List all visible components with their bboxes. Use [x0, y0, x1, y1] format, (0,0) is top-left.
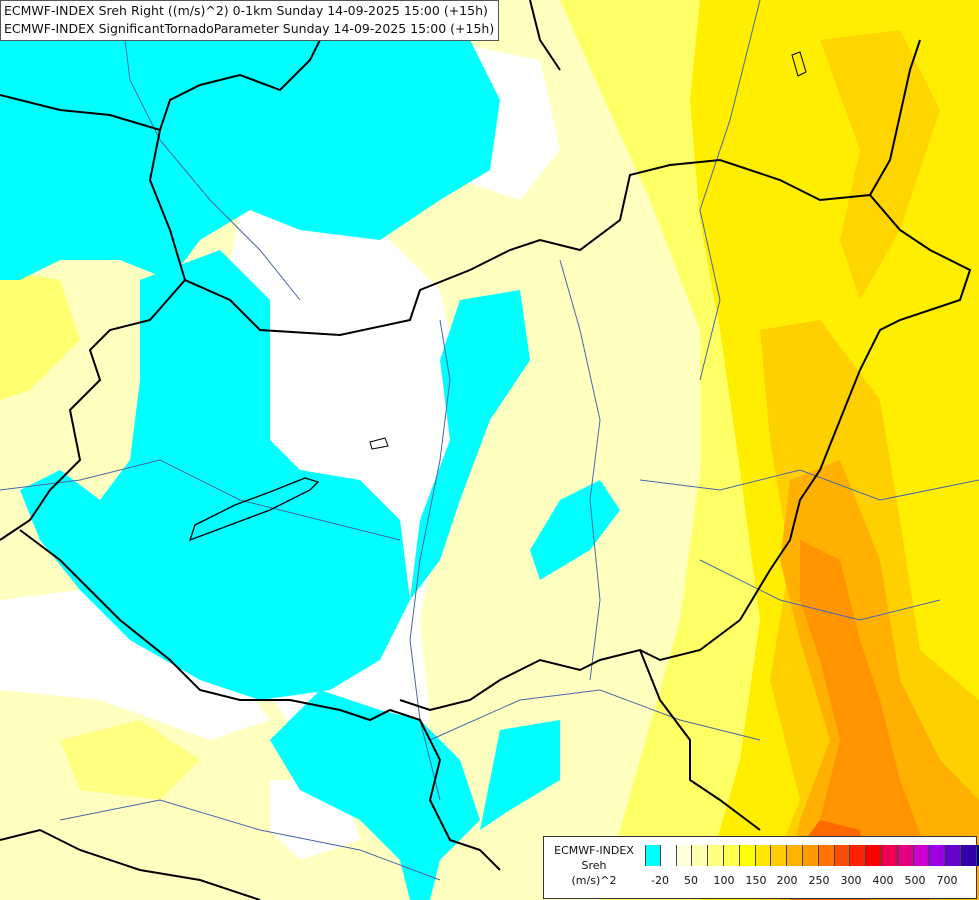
yellow-zone-southwest: [60, 720, 200, 800]
legend-swatch: [866, 845, 882, 866]
legend-ticks: -20 50 100 150 200 250 300 400 500 700: [645, 874, 965, 890]
legend-subtitle: Sreh: [581, 859, 607, 872]
rivers: [0, 0, 979, 881]
legend-swatch: [755, 845, 772, 866]
legend-tick-label: 100: [713, 874, 735, 887]
legend-swatch: [913, 845, 930, 866]
legend-swatch: [881, 845, 898, 866]
legend-tick-label: 700: [936, 874, 958, 887]
legend-swatch: [771, 845, 788, 866]
border-northeast: [529, 0, 561, 71]
border-southeast: [639, 649, 761, 831]
cyan-zone-west: [20, 250, 410, 700]
title-line-1: ECMWF-INDEX Sreh Right ((m/s)^2) 0-1km S…: [4, 3, 488, 18]
legend-swatch: [739, 845, 756, 866]
lake-balaton: [188, 477, 320, 542]
legend-swatch: [834, 845, 851, 866]
border-northwest: [148, 39, 921, 337]
legend-tick-label: 500: [904, 874, 926, 887]
legend-swatch: [945, 845, 961, 866]
legend-swatch: [676, 845, 693, 866]
color-legend: ECMWF-INDEX Sreh (m/s)^2 -20 50 100 150 200 2…: [543, 836, 979, 899]
legend-tick-label: -20: [651, 874, 669, 887]
cyan-zone-center-band: [410, 290, 530, 600]
legend-swatch: [692, 845, 709, 866]
map-title-box: ECMWF-INDEX Sreh Right ((m/s)^2) 0-1km S…: [0, 0, 500, 41]
dark-orange-zone: [790, 540, 930, 900]
border-southwest: [0, 828, 261, 900]
legend-swatch: [929, 845, 946, 866]
legend-tick-label: 400: [872, 874, 894, 887]
legend-title-block: ECMWF-INDEX Sreh (m/s)^2: [548, 843, 640, 888]
legend-swatch: [850, 845, 867, 866]
lake-small-center: [369, 437, 389, 450]
title-line-2: ECMWF-INDEX SignificantTornadoParameter …: [4, 21, 495, 36]
legend-swatch: [897, 845, 914, 866]
lake-northeast: [791, 51, 807, 77]
legend-swatch: [818, 845, 835, 866]
cyan-zone-east-island: [530, 480, 620, 580]
yellow-zone-west: [0, 270, 80, 400]
border-east: [399, 194, 972, 712]
border-north: [0, 0, 351, 132]
legend-swatch: [787, 845, 803, 866]
cyan-zone-northwest-edge: [0, 180, 20, 260]
legend-tick-label: 150: [745, 874, 767, 887]
white-zone-southwest: [0, 590, 270, 740]
legend-swatch: [645, 845, 661, 866]
legend-tick-label: 300: [840, 874, 862, 887]
border-west: [0, 279, 186, 541]
amber-zone-northeast: [820, 30, 940, 300]
legend-swatch: [708, 845, 724, 866]
legend-tick-label: 250: [808, 874, 830, 887]
legend-title: ECMWF-INDEX: [554, 844, 634, 857]
legend-tick-label: 50: [684, 874, 698, 887]
legend-swatches: [645, 845, 979, 866]
border-south: [19, 529, 501, 871]
legend-unit: (m/s)^2: [571, 874, 617, 887]
legend-tick-label: 200: [776, 874, 798, 887]
cyan-zone-southeast-strip: [480, 720, 560, 830]
legend-swatch: [802, 845, 819, 866]
cyan-zone-north: [0, 0, 500, 280]
legend-swatch: [960, 845, 977, 866]
legend-swatch: [660, 845, 677, 866]
cyan-zone-south: [270, 690, 480, 900]
legend-swatch: [976, 845, 979, 866]
legend-swatch: [723, 845, 740, 866]
